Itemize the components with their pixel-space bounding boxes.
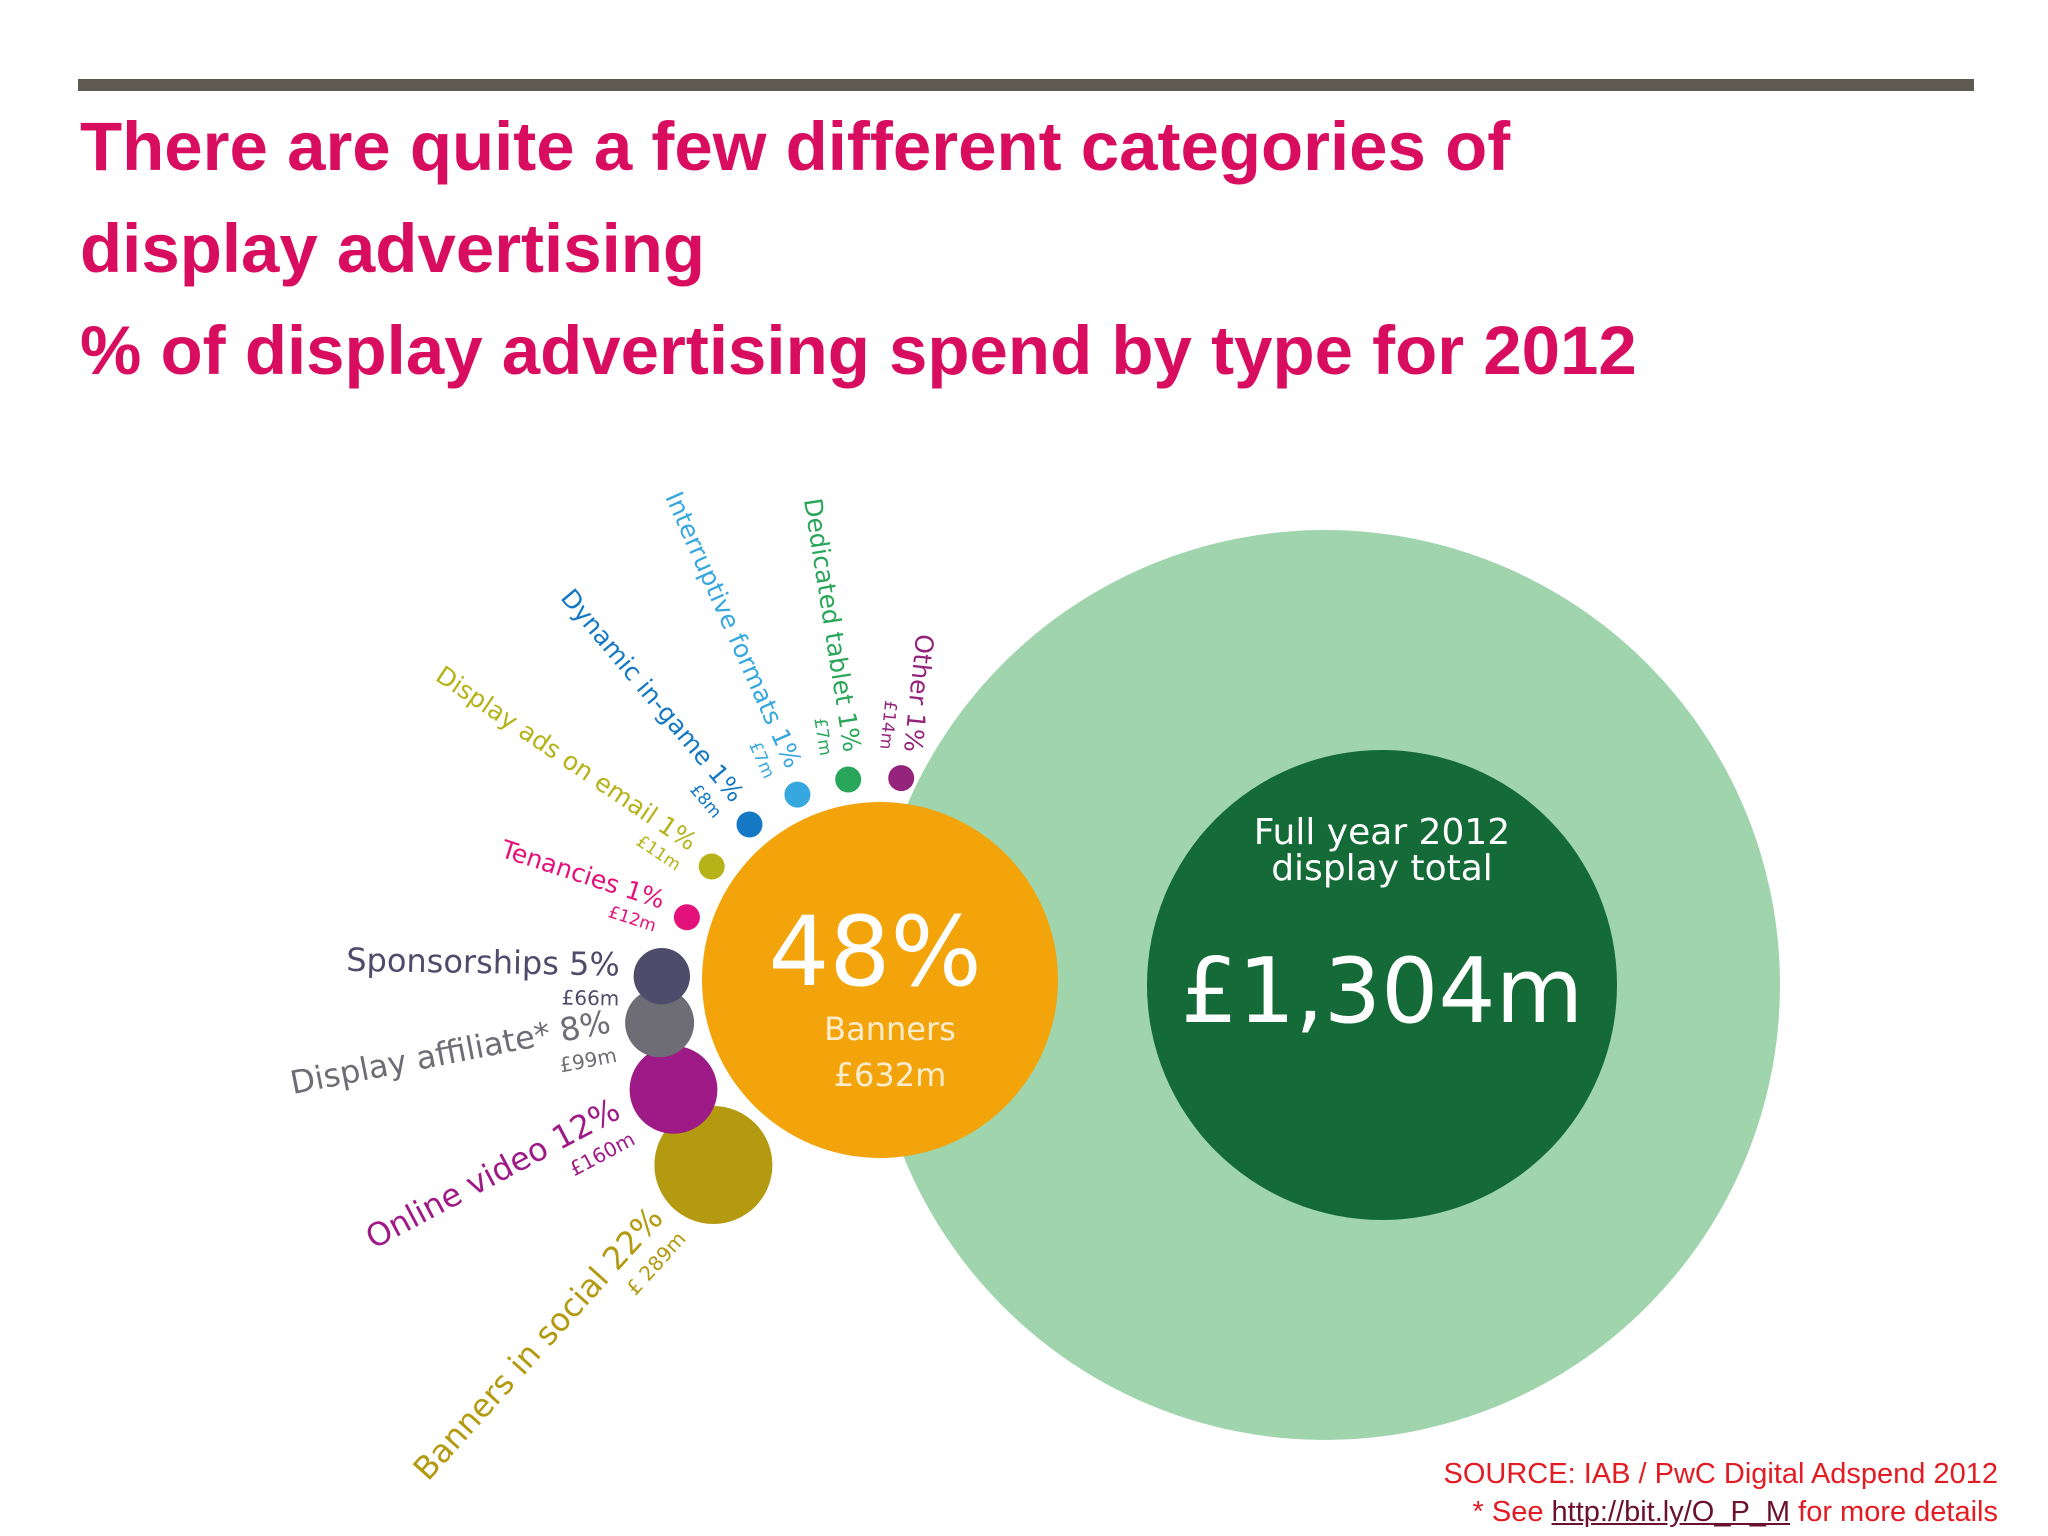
category-bubble bbox=[625, 988, 695, 1058]
category-label: Banners in social 22% bbox=[406, 1199, 671, 1487]
category-bubble bbox=[629, 1045, 718, 1134]
banners-bubble-group: 48% Banners £632m bbox=[702, 802, 1058, 1158]
footnote: * See http://bit.ly/O_P_M for more detai… bbox=[1444, 1493, 1998, 1531]
category-bubble bbox=[673, 904, 700, 931]
category-value-label: £7m bbox=[809, 716, 835, 757]
footnote-suffix: for more details bbox=[1790, 1496, 1998, 1528]
source-link[interactable]: http://bit.ly/O_P_M bbox=[1551, 1496, 1791, 1528]
category-bubble bbox=[698, 853, 725, 880]
category-bubble bbox=[633, 948, 690, 1005]
banners-bubble bbox=[702, 802, 1058, 1158]
category-label: Other 1% bbox=[898, 633, 939, 754]
category-bubble bbox=[835, 766, 862, 793]
total-label-line-2: display total bbox=[1271, 848, 1493, 889]
source-text: SOURCE: IAB / PwC Digital Adspend 2012 bbox=[1443, 1458, 1998, 1490]
title-line-2: display advertising bbox=[80, 210, 706, 287]
title-line-3: % of display advertising spend by type f… bbox=[80, 312, 1637, 389]
category-label: Dedicated tablet 1% bbox=[798, 496, 867, 754]
top-divider bbox=[78, 79, 1974, 91]
title-line-1: There are quite a few different categori… bbox=[80, 108, 1511, 185]
category-bubble bbox=[784, 781, 811, 808]
category-bubble bbox=[736, 811, 763, 838]
category-value-label: £14m bbox=[875, 700, 900, 751]
footnote-prefix: * See bbox=[1472, 1496, 1552, 1528]
banners-percent-label: 48% bbox=[768, 896, 981, 1008]
category-value-label: £66m bbox=[561, 985, 619, 1010]
slide-title: There are quite a few different categori… bbox=[80, 96, 1980, 402]
total-bubble-group: Full year 2012 display total £1,304m bbox=[870, 530, 1780, 1440]
banners-name-label: Banners bbox=[824, 1010, 956, 1048]
category-bubble bbox=[888, 765, 915, 792]
banners-value-label: £632m bbox=[834, 1056, 947, 1094]
total-label-line-1: Full year 2012 bbox=[1254, 812, 1510, 853]
category-label: Sponsorships 5% bbox=[346, 941, 620, 984]
total-value-label: £1,304m bbox=[1181, 939, 1584, 1044]
category-bubble bbox=[654, 1106, 773, 1224]
total-inner-circle bbox=[1147, 750, 1617, 1220]
source-note: SOURCE: IAB / PwC Digital Adspend 2012 *… bbox=[1444, 1455, 1998, 1531]
